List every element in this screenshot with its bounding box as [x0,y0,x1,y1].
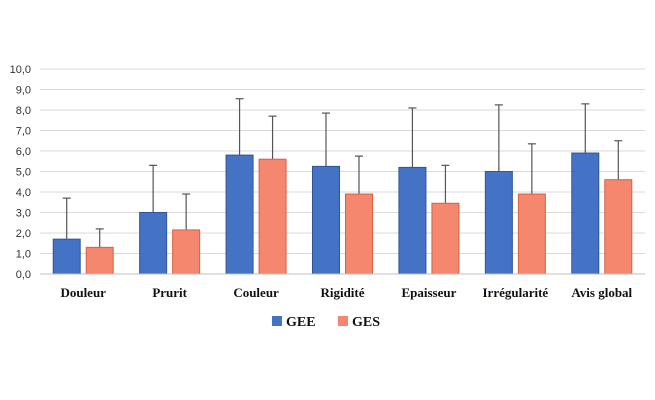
error-bars [62,98,623,248]
legend-swatch-ges [338,316,348,326]
category-label: Rigidité [320,285,364,300]
y-axis-ticks: 0,0 1,0 2,0 3,0 4,0 5,0 6,0 7,0 8,0 9,0 10,0 [10,64,31,281]
y-tick-label: 3,0 [16,208,31,220]
bar-ges-5 [517,193,546,275]
bar-ges-0 [85,246,114,275]
bar-ges-1 [172,229,201,275]
bar-gee-3 [312,165,340,275]
legend-swatch-gee [272,316,282,326]
y-tick-label: 2,0 [16,228,31,240]
category-label: Irrégularité [483,285,549,300]
y-tick-label: 6,0 [16,146,31,158]
bar-gee-6 [571,152,600,275]
y-tick-label: 10,0 [10,64,31,76]
category-label: Prurit [152,285,187,300]
y-tick-label: 7,0 [16,126,31,138]
bar-ges-2 [258,158,287,275]
bar-ges-3 [345,193,373,275]
bars [52,152,633,275]
y-tick-label: 9,0 [16,85,31,97]
legend-label-gee: GEE [286,315,316,330]
bar-ges-4 [431,202,460,275]
category-label: Couleur [233,285,279,300]
bar-ges-6 [604,179,633,275]
bar-gee-5 [484,171,513,275]
category-label: Epaisseur [401,285,456,300]
bar-gee-4 [398,166,427,275]
category-label: Avis global [571,285,632,300]
bar-gee-1 [139,212,168,275]
bar-gee-0 [52,238,81,275]
grid-lines [40,68,645,254]
y-tick-label: 4,0 [16,187,31,199]
y-tick-label: 8,0 [16,105,31,117]
x-axis-categories: Douleur Prurit Couleur Rigidité Epaisseur Irr… [60,285,632,300]
y-tick-label: 0,0 [16,269,31,281]
legend-label-ges: GES [352,315,380,330]
category-label: Douleur [60,285,106,300]
legend: GEE GES [272,315,380,330]
y-tick-label: 5,0 [16,167,31,179]
y-tick-label: 1,0 [16,249,31,261]
bar-gee-2 [225,154,254,275]
